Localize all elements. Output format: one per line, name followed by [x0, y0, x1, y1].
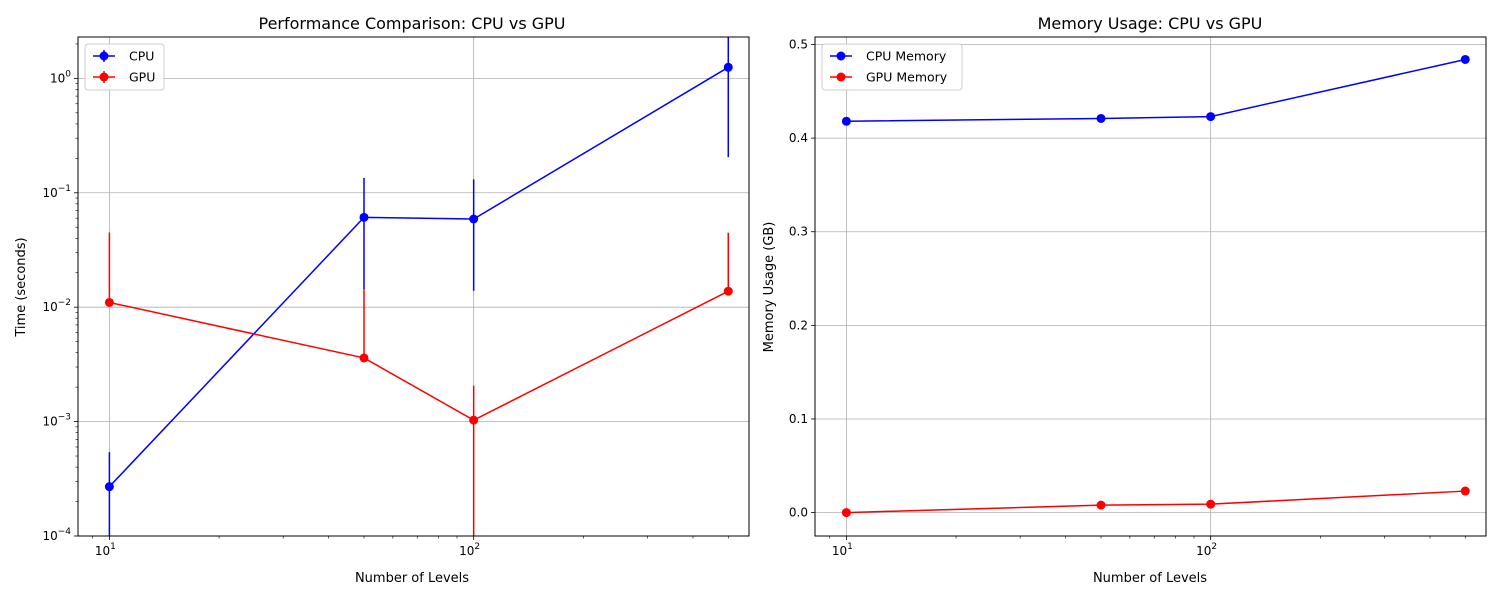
data-point-gpu-memory — [1096, 500, 1106, 510]
data-point-gpu-memory — [841, 508, 851, 518]
data-point-cpu-memory — [1206, 112, 1216, 122]
y-tick-label: 0.1 — [789, 412, 808, 426]
legend-label-gpu: GPU — [129, 70, 155, 85]
legend-marker-gpu — [99, 72, 109, 82]
legend-label-cpu-memory: CPU Memory — [866, 49, 947, 64]
legend: CPU Memory GPU Memory — [821, 43, 963, 91]
data-point-gpu — [469, 415, 479, 425]
legend-box — [821, 43, 963, 91]
x-axis-label: Number of Levels — [1093, 571, 1207, 586]
legend-label-gpu-memory: GPU Memory — [866, 70, 948, 85]
grid — [815, 37, 1486, 536]
chart-title: Memory Usage: CPU vs GPU — [1038, 14, 1263, 33]
series-line-gpu-memory — [846, 490, 1466, 514]
y-axis-label: Time (seconds) — [14, 237, 29, 337]
data-point-gpu-memory — [1206, 499, 1216, 509]
data-point-cpu-memory — [1460, 54, 1470, 64]
data-point-cpu — [104, 482, 114, 492]
x-tick-label: 101 — [832, 542, 853, 558]
x-axis-label: Number of Levels — [355, 571, 469, 586]
y-tick-label: 0.5 — [789, 37, 808, 51]
data-point-gpu — [104, 297, 114, 307]
axes-frame — [814, 36, 1487, 537]
data-point-cpu — [469, 214, 479, 224]
x-tick-label: 101 — [95, 542, 116, 558]
legend-marker-cpu-memory — [836, 51, 846, 61]
series-line-gpu — [109, 290, 729, 421]
data-point-gpu-memory — [1460, 486, 1470, 496]
y-tick-label: 0.0 — [789, 506, 808, 520]
y-tick-label: 0.4 — [789, 131, 808, 145]
y-tick-label: 10−2 — [42, 298, 71, 314]
x-tick-label: 102 — [459, 542, 480, 558]
legend: CPU GPU — [84, 43, 165, 91]
legend-marker-cpu — [99, 51, 109, 61]
series-line-cpu — [108, 66, 729, 488]
data-point-gpu — [723, 286, 733, 296]
chart-title: Performance Comparison: CPU vs GPU — [258, 14, 565, 33]
data-point-cpu — [723, 62, 733, 72]
y-tick-label: 0.3 — [789, 225, 808, 239]
legend-marker-gpu-memory — [836, 72, 846, 82]
data-point-gpu — [359, 353, 369, 363]
ticks: 101 102 0.0 0.1 0.2 0.3 0.4 0.5 — [789, 37, 1466, 558]
data-point-cpu-memory — [841, 116, 851, 126]
y-tick-label: 100 — [50, 69, 71, 85]
y-axis-label: Memory Usage (GB) — [762, 222, 777, 353]
data-point-cpu — [359, 212, 369, 222]
x-tick-label: 102 — [1196, 542, 1217, 558]
chart-performance: Performance Comparison: CPU vs GPU 101 10… — [14, 14, 750, 586]
axes-frame — [77, 36, 750, 537]
y-tick-label: 0.2 — [789, 318, 808, 332]
series-line-cpu-memory — [846, 58, 1466, 123]
grid — [78, 37, 749, 537]
data-point-cpu-memory — [1096, 113, 1106, 123]
chart-memory: Memory Usage: CPU vs GPU 101 102 0.0 0.1 0.2… — [762, 14, 1487, 586]
ticks: 101 102 10−4 10−3 10−2 10−1 100 — [42, 43, 729, 558]
series-group — [841, 54, 1470, 518]
legend-label-cpu: CPU — [129, 49, 154, 64]
series-group — [104, 37, 733, 536]
y-tick-label: 10−4 — [42, 527, 71, 543]
y-tick-label: 10−1 — [42, 184, 71, 200]
y-tick-label: 10−3 — [42, 413, 71, 429]
